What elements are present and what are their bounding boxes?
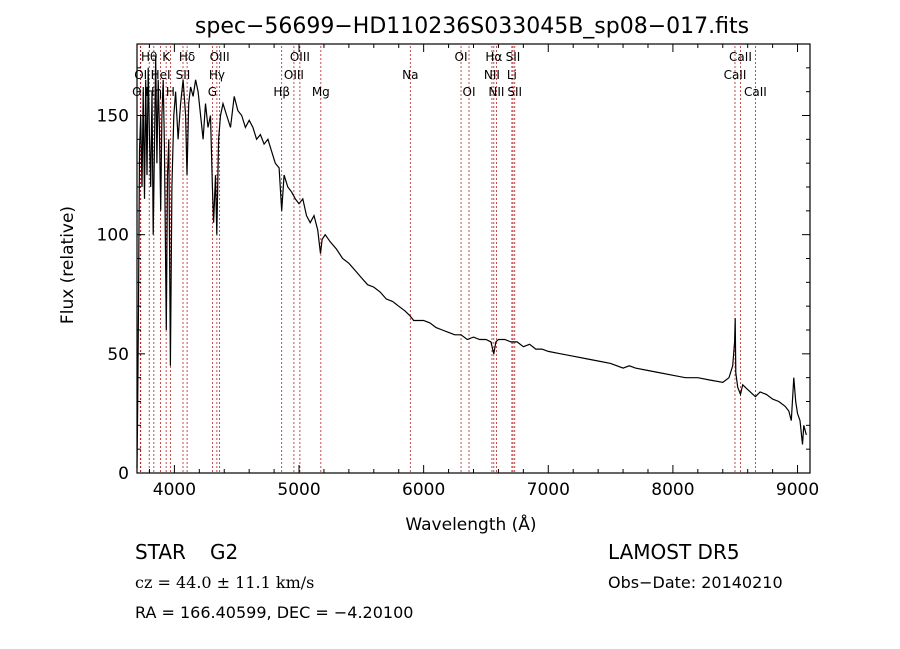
line-label-24: SII — [507, 85, 522, 99]
line-label-12: OIII — [290, 50, 310, 64]
line-label-27: CaII — [744, 85, 767, 99]
spectrum-series-line — [136, 55, 807, 469]
object-class: STAR — [135, 540, 186, 564]
line-label-3: K — [162, 50, 171, 64]
y-tick-label-3: 150 — [97, 107, 129, 127]
observation-date: Obs−Date: 20140210 — [608, 573, 783, 592]
plot-frame — [136, 43, 811, 474]
object-subclass: G2 — [210, 540, 239, 564]
y-tick-label-1: 50 — [107, 345, 129, 365]
survey-label: LAMOST DR5 — [608, 540, 740, 564]
line-label-17: OI — [455, 50, 468, 64]
x-tick-label-0: 4000 — [153, 480, 196, 500]
line-label-11: G — [208, 85, 217, 99]
line-marker-group — [139, 46, 756, 473]
x-axis-label: Wavelength (Å) — [405, 513, 536, 535]
line-label-19: Hα — [485, 50, 502, 64]
line-label-7: SII — [176, 68, 191, 82]
chart-title: spec−56699−HD110236S033045B_sp08−017.fit… — [195, 14, 749, 39]
line-label-15: Mg — [312, 85, 330, 99]
line-label-25: CaII — [729, 50, 752, 64]
line-label-4: HeI — [151, 68, 171, 82]
line-label-18: OI — [463, 85, 476, 99]
line-label-6: H — [166, 85, 175, 99]
line-label-10: Hγ — [209, 68, 225, 82]
coordinates-text: RA = 166.40599, DEC = −4.20100 — [135, 603, 414, 622]
x-tick-label-4: 8000 — [651, 480, 694, 500]
redshift-text: cz = 44.0 ± 11.1 km/s — [135, 573, 315, 592]
line-label-9: OIII — [210, 50, 230, 64]
line-label-22: SII — [506, 50, 521, 64]
line-label-0: Hθ — [141, 50, 157, 64]
line-label-26: CaII — [724, 68, 747, 82]
x-tick-label-2: 6000 — [402, 480, 445, 500]
y-axis-label: Flux (relative) — [58, 206, 78, 324]
line-label-23: Li — [507, 68, 517, 82]
line-label-8: Hδ — [179, 50, 195, 64]
line-label-13: OIII — [284, 68, 304, 82]
line-label-20: NII — [484, 68, 500, 82]
x-tick-label-1: 5000 — [277, 480, 320, 500]
y-tick-label-0: 0 — [118, 464, 129, 484]
x-tick-label-5: 9000 — [776, 480, 819, 500]
line-label-16: Na — [402, 68, 418, 82]
line-label-14: Hβ — [273, 85, 290, 99]
y-tick-label-2: 100 — [97, 226, 129, 246]
line-label-21: NII — [488, 85, 504, 99]
x-tick-label-3: 7000 — [527, 480, 570, 500]
